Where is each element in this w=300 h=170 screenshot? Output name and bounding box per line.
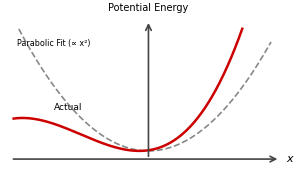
Text: Potential Energy: Potential Energy bbox=[108, 3, 189, 13]
Text: Actual: Actual bbox=[53, 103, 82, 112]
Text: x: x bbox=[286, 154, 293, 164]
Text: Parabolic Fit (∝ x²): Parabolic Fit (∝ x²) bbox=[17, 39, 90, 48]
